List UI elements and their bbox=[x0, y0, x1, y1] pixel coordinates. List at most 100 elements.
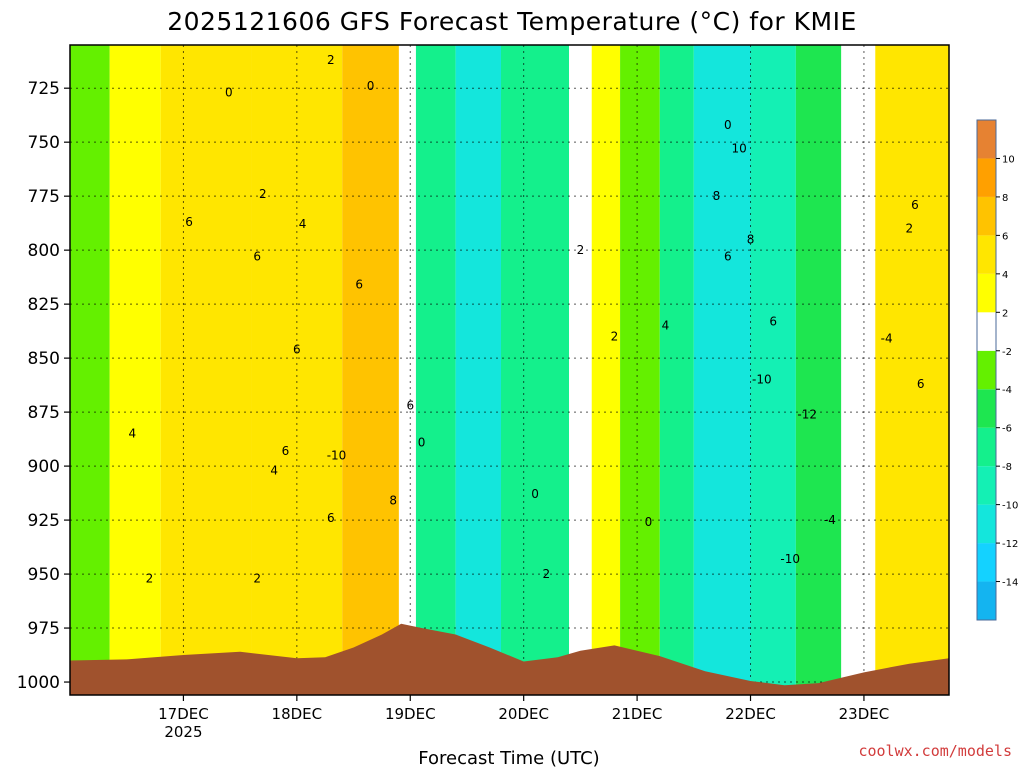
temperature-region-2 bbox=[160, 45, 252, 695]
colorbar-label--2: -2 bbox=[1002, 347, 1012, 358]
colorbar-label-2: 2 bbox=[1002, 308, 1008, 319]
colorbar-frame bbox=[976, 119, 997, 621]
contour-label-29: 2 bbox=[327, 53, 335, 67]
colorbar-segment bbox=[977, 235, 996, 274]
y-tick-label-1000: 1000 bbox=[17, 673, 60, 693]
contour-label-23: 0 bbox=[724, 118, 732, 132]
colorbar-label-6: 6 bbox=[1002, 231, 1008, 242]
contour-label-8: 4 bbox=[270, 463, 278, 477]
x-tick-sublabel: 2025 bbox=[164, 723, 202, 741]
y-tick-label-875: 875 bbox=[28, 403, 60, 423]
contour-label-26: 10 bbox=[732, 142, 747, 156]
y-tick-label-850: 850 bbox=[28, 349, 60, 369]
contour-label-7: 4 bbox=[129, 427, 137, 441]
temperature-region-7 bbox=[455, 45, 501, 695]
contour-label-35: -4 bbox=[881, 332, 893, 346]
colorbar-label--14: -14 bbox=[1002, 578, 1018, 589]
contour-label-layer: 6666666444222800002220406810682-10-12-10… bbox=[129, 53, 925, 585]
contour-label-38: 2 bbox=[905, 222, 913, 236]
contour-label-33: -10 bbox=[780, 552, 800, 566]
contour-label-12: 2 bbox=[253, 571, 261, 585]
temperature-region-16 bbox=[841, 45, 876, 695]
contour-label-20: 2 bbox=[611, 330, 619, 344]
grid-layer bbox=[70, 45, 949, 695]
colorbar-label-8: 8 bbox=[1002, 193, 1008, 204]
x-tick-label-22DEC: 22DEC bbox=[725, 705, 776, 723]
temperature-region-12 bbox=[659, 45, 694, 695]
x-tick-label-19DEC: 19DEC bbox=[385, 705, 436, 723]
temperature-region-17 bbox=[875, 45, 949, 695]
colorbar-segment bbox=[977, 350, 996, 390]
contour-label-30: -10 bbox=[327, 448, 347, 462]
y-tick-label-775: 775 bbox=[28, 187, 60, 207]
colorbar-segment bbox=[977, 466, 996, 505]
chart-title: 2025121606 GFS Forecast Temperature (°C)… bbox=[167, 7, 857, 36]
temperature-region-9 bbox=[569, 45, 592, 695]
y-tick-label-900: 900 bbox=[28, 457, 60, 477]
colorbar-label--4: -4 bbox=[1002, 385, 1012, 396]
temperature-region-5 bbox=[398, 45, 416, 695]
x-tick-label-23DEC: 23DEC bbox=[839, 705, 890, 723]
contour-label-13: 8 bbox=[389, 494, 397, 508]
x-tick-label-18DEC: 18DEC bbox=[272, 705, 323, 723]
temperature-region-6 bbox=[415, 45, 456, 695]
y-axis: 725 750 775 800 825 850 875 900 925 950 975 1000 bbox=[17, 79, 70, 693]
contour-label-32: -10 bbox=[752, 373, 772, 387]
colorbar-segment bbox=[977, 196, 996, 236]
contour-label-0: 6 bbox=[185, 215, 193, 229]
colorbar-segment bbox=[977, 504, 996, 544]
temperature-region-1 bbox=[109, 45, 161, 695]
colorbar-label-10: 10 bbox=[1002, 154, 1015, 165]
contour-label-14: 0 bbox=[225, 86, 233, 100]
y-tick-label-825: 825 bbox=[28, 295, 60, 315]
contour-label-16: 0 bbox=[418, 435, 426, 449]
contour-label-2: 6 bbox=[293, 342, 301, 356]
colorbar-label--8: -8 bbox=[1002, 462, 1012, 473]
colorbar-segment bbox=[977, 581, 996, 620]
y-tick-label-925: 925 bbox=[28, 511, 60, 531]
contour-label-3: 6 bbox=[355, 278, 363, 292]
contour-label-25: 8 bbox=[713, 189, 721, 203]
colorbar-segment bbox=[977, 158, 996, 197]
colorbar-label--10: -10 bbox=[1002, 501, 1018, 512]
y-tick-label-750: 750 bbox=[28, 133, 60, 153]
contour-label-36: 6 bbox=[911, 198, 919, 212]
temperature-region-8 bbox=[500, 45, 570, 695]
contour-label-10: 2 bbox=[259, 187, 267, 201]
x-tick-label-17DEC: 17DEC bbox=[158, 705, 209, 723]
plot-frame bbox=[69, 44, 950, 696]
colorbar-label--12: -12 bbox=[1002, 539, 1018, 550]
x-axis-title: Forecast Time (UTC) bbox=[418, 748, 599, 768]
terrain-surface bbox=[70, 623, 949, 695]
contour-label-15: 0 bbox=[367, 79, 375, 93]
contour-label-9: 4 bbox=[299, 217, 307, 231]
colorbar-segment bbox=[977, 312, 996, 351]
contour-label-17: 0 bbox=[531, 487, 539, 501]
y-tick-label-975: 975 bbox=[28, 619, 60, 639]
temperature-region-0 bbox=[70, 45, 110, 695]
colorbar: -14 -12 -10 -8 -6 -4 -2 2 4 6 8 10 bbox=[976, 119, 1018, 621]
x-tick-label-20DEC: 20DEC bbox=[498, 705, 549, 723]
y-tick-label-725: 725 bbox=[28, 79, 60, 99]
temperature-region-10 bbox=[591, 45, 621, 695]
colorbar-segment bbox=[977, 120, 996, 159]
contour-label-21: 0 bbox=[645, 515, 653, 529]
colorbar-segment bbox=[977, 273, 996, 313]
colorbar-label--6: -6 bbox=[1002, 424, 1012, 435]
colorbar-segment bbox=[977, 543, 996, 582]
colorbar-segment bbox=[977, 389, 996, 428]
x-tick-label-21DEC: 21DEC bbox=[612, 705, 663, 723]
plot-area: 6666666444222800002220406810682-10-12-10… bbox=[70, 45, 949, 695]
y-tick-label-950: 950 bbox=[28, 565, 60, 585]
temperature-region-4 bbox=[342, 45, 399, 695]
contour-label-18: 2 bbox=[543, 567, 551, 581]
colorbar-label-4: 4 bbox=[1002, 270, 1008, 281]
credit-text: coolwx.com/models bbox=[858, 742, 1012, 760]
temperature-region-14 bbox=[750, 45, 796, 695]
temperature-region-13 bbox=[693, 45, 751, 695]
contour-label-24: 6 bbox=[769, 314, 777, 328]
contour-label-5: 6 bbox=[282, 444, 290, 458]
contour-label-6: 6 bbox=[327, 511, 335, 525]
contour-label-31: -12 bbox=[797, 407, 817, 421]
